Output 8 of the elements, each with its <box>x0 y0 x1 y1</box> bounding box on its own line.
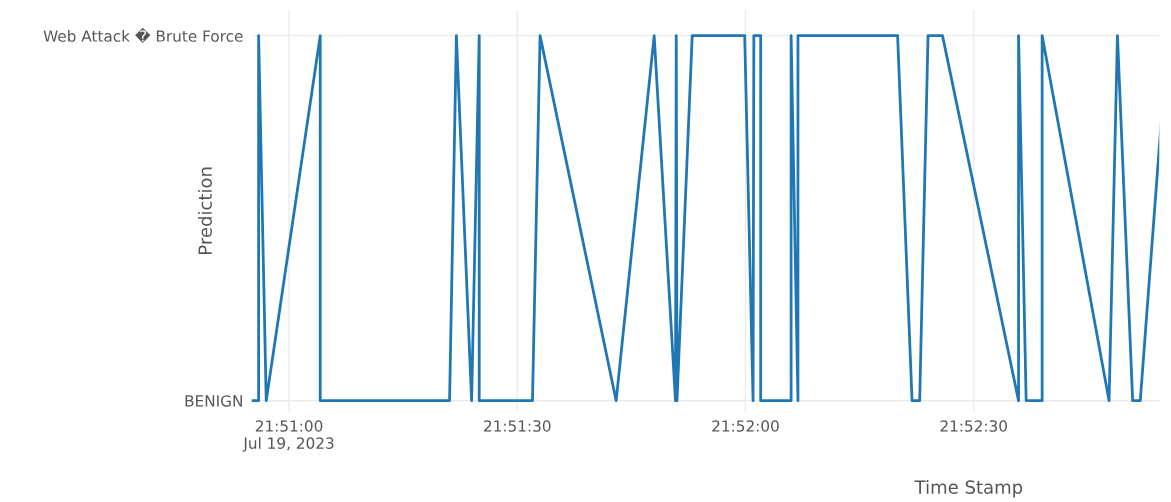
category-label: BENIGN <box>185 395 242 407</box>
x-tick-label: 21:51:00 Jul 19, 2023 <box>242 420 334 452</box>
y-axis-title: Prediction <box>197 167 212 254</box>
x-tick-label: 21:51:30 <box>484 420 551 432</box>
x-tick-label: 21:52:30 <box>940 420 1007 432</box>
category-label: Web Attack � Brute Force <box>43 27 243 43</box>
x-axis-title: Time Stamp <box>914 479 1023 498</box>
x-tick-label: 21:52:00 <box>712 420 779 432</box>
